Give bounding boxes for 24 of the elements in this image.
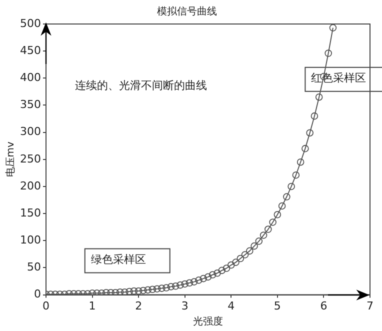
x-axis-title: 光强度 [193,316,223,328]
y-tick-label: 200 [20,179,41,192]
y-tick-label: 500 [20,16,41,30]
y-tick-label: 100 [20,234,41,246]
annotation: 绿色采样区 [90,253,146,266]
y-tick-label: 50 [26,260,41,274]
y-tick-label: 400 [20,71,41,84]
chart-title: 模拟信号曲线 [157,6,217,18]
x-tick-label: 7 [366,299,374,312]
x-tick-label: 4 [228,299,235,312]
x-tick-label: 2 [135,299,142,312]
annotation: 连续的、光滑不间断的曲线 [75,79,208,92]
y-tick-label: 150 [20,206,41,220]
x-tick-label: 1 [88,299,96,312]
y-axis-title: 电压mv [4,141,17,178]
x-tick-label: 5 [274,299,281,312]
y-tick-label: 300 [20,125,41,138]
x-tick-label: 3 [181,299,188,312]
y-tick-label: 250 [20,152,41,166]
x-tick-label: 0 [42,299,50,312]
x-tick-label: 6 [320,299,328,312]
y-tick-label: 0 [34,288,41,301]
y-tick-label: 350 [20,98,41,112]
y-tick-label: 450 [20,44,41,57]
